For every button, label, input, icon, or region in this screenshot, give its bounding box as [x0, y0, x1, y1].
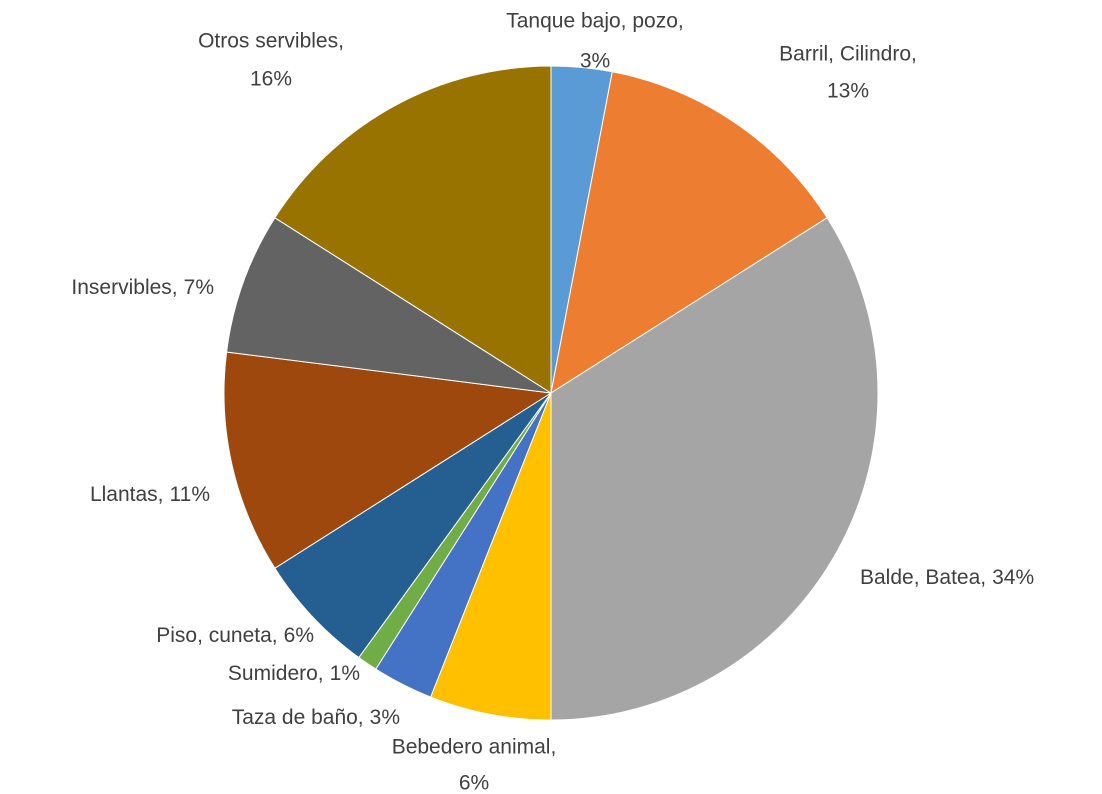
data-label-value: 7%	[184, 276, 214, 299]
data-label-category: Taza de baño,	[232, 706, 364, 729]
pie-slice	[550, 71, 828, 395]
data-label: Inservibles, 7%	[71, 276, 214, 299]
data-label-category: Piso, cuneta,	[156, 624, 277, 647]
data-label-value: 13%	[827, 80, 869, 103]
data-label-value: 6%	[459, 772, 489, 794]
data-label-value: 3%	[370, 706, 400, 729]
data-label-category: Otros servibles,	[198, 30, 344, 53]
data-label: Llantas, 11%	[90, 483, 210, 506]
data-label: Sumidero, 1%	[228, 662, 360, 685]
data-label-category: Barril, Cilindro,	[779, 43, 917, 66]
data-label: Piso, cuneta, 6%	[156, 624, 314, 647]
data-label-category: Inservibles,	[71, 276, 177, 299]
data-label-category: Tanque bajo, pozo,	[506, 10, 683, 33]
pie-slice	[274, 392, 552, 659]
data-label: Taza de baño, 3%	[232, 706, 400, 729]
data-label-value: 11%	[170, 483, 210, 506]
pie-slice	[274, 65, 552, 394]
pie-slice	[429, 392, 552, 721]
data-label-category: Bebedero animal,	[392, 736, 557, 759]
data-label-value: 6%	[284, 624, 314, 647]
data-label-category: Llantas,	[90, 483, 164, 506]
data-label-value: 1%	[330, 662, 360, 685]
data-label-value: 34%	[992, 566, 1034, 589]
data-label-category: Balde, Batea,	[860, 566, 986, 589]
pie-slice	[223, 351, 553, 569]
pie-slice	[226, 217, 552, 394]
pie-slice	[550, 217, 879, 721]
data-label: Balde, Batea, 34%	[860, 566, 1034, 589]
data-label-value: 16%	[250, 68, 292, 91]
data-label-category: Sumidero,	[228, 662, 324, 685]
data-label-value: 3%	[580, 50, 610, 73]
